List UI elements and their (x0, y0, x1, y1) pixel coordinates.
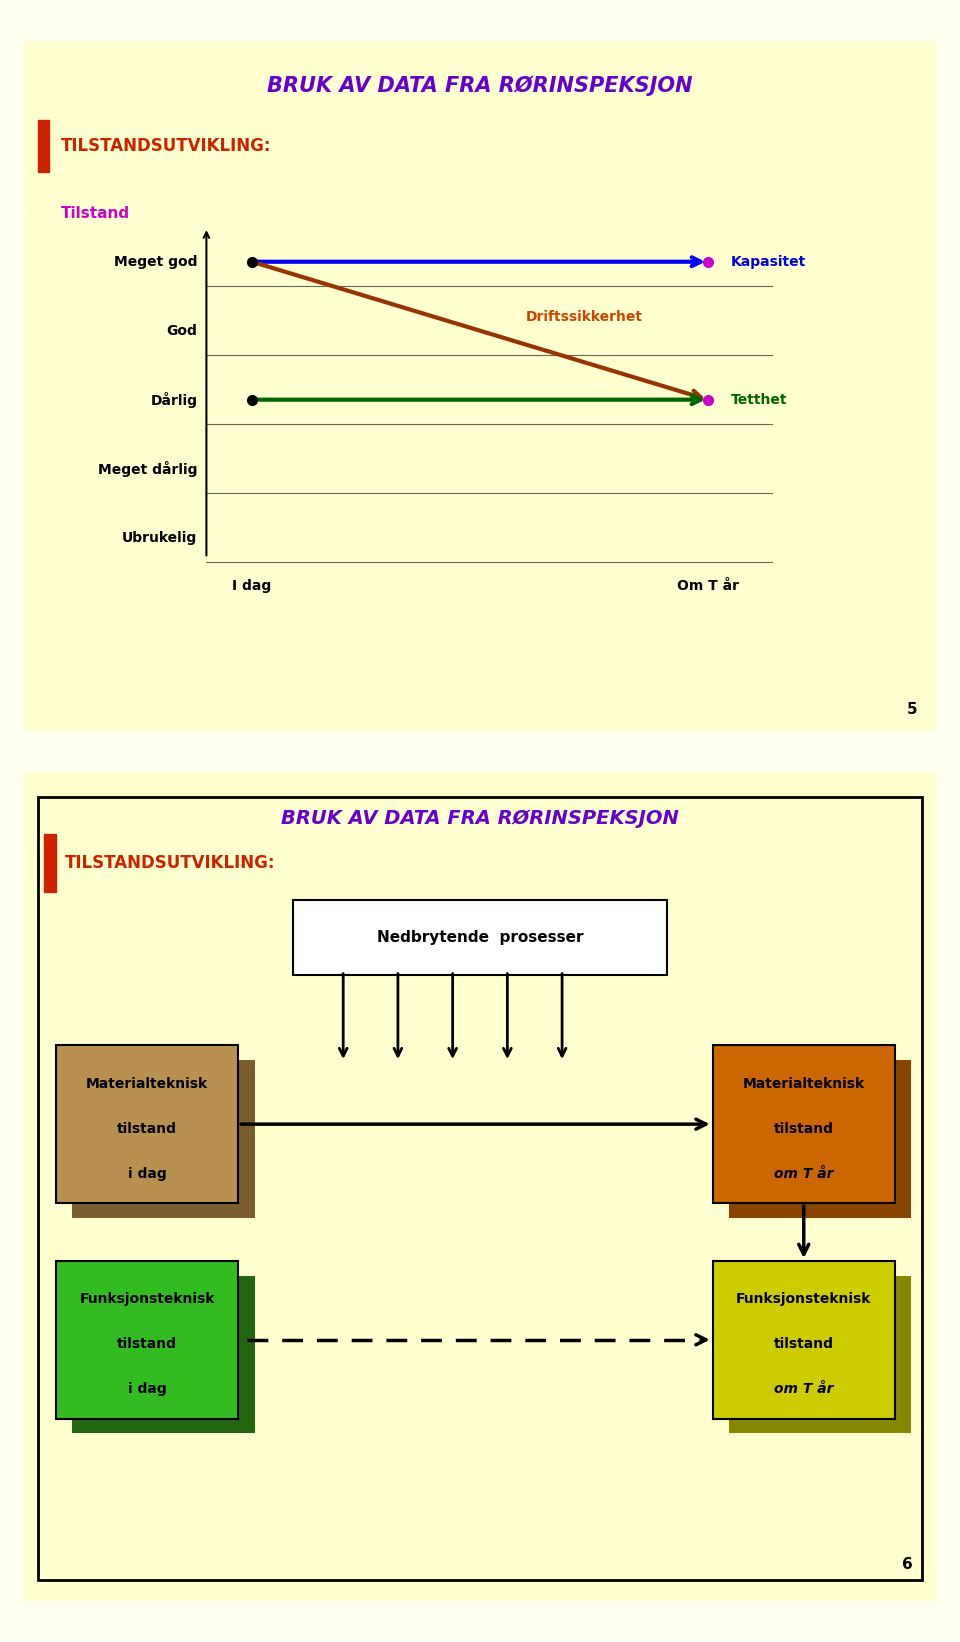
Text: Materialteknisk: Materialteknisk (86, 1077, 208, 1090)
Text: 5: 5 (907, 701, 918, 718)
Text: tilstand: tilstand (774, 1337, 833, 1351)
Text: tilstand: tilstand (117, 1121, 177, 1136)
Text: I dag: I dag (232, 580, 272, 593)
Text: TILSTANDSUTVIKLING:: TILSTANDSUTVIKLING: (60, 136, 271, 154)
Text: Om T år: Om T år (677, 580, 739, 593)
Text: Materialteknisk: Materialteknisk (743, 1077, 865, 1090)
Bar (44, 834, 56, 892)
Text: TILSTANDSUTVIKLING:: TILSTANDSUTVIKLING: (65, 854, 276, 872)
Bar (72, 1276, 254, 1433)
Text: Meget god: Meget god (114, 255, 198, 269)
FancyBboxPatch shape (293, 900, 667, 975)
Text: Kapasitet: Kapasitet (731, 255, 806, 269)
Bar (712, 1261, 895, 1419)
Text: om T år: om T år (774, 1383, 833, 1396)
Text: Funksjonsteknisk: Funksjonsteknisk (736, 1292, 872, 1307)
Text: Tetthet: Tetthet (731, 392, 787, 407)
Text: Dårlig: Dårlig (151, 392, 198, 407)
Text: Nedbrytende  prosesser: Nedbrytende prosesser (376, 929, 584, 946)
Text: Funksjonsteknisk: Funksjonsteknisk (80, 1292, 215, 1307)
Bar (729, 1061, 911, 1218)
Bar (56, 1261, 238, 1419)
Text: Tilstand: Tilstand (60, 205, 130, 222)
Bar (729, 1276, 911, 1433)
Text: BRUK AV DATA FRA RØRINSPEKSJON: BRUK AV DATA FRA RØRINSPEKSJON (281, 810, 679, 828)
Text: 6: 6 (902, 1557, 913, 1571)
Text: Ubrukelig: Ubrukelig (122, 530, 198, 545)
Text: BRUK AV DATA FRA RØRINSPEKSJON: BRUK AV DATA FRA RØRINSPEKSJON (267, 76, 693, 97)
Text: i dag: i dag (128, 1383, 166, 1396)
Text: i dag: i dag (128, 1167, 166, 1181)
Text: tilstand: tilstand (117, 1337, 177, 1351)
Bar (37, 120, 49, 172)
Bar (56, 1046, 238, 1204)
Text: om T år: om T år (774, 1167, 833, 1181)
Text: Driftssikkerhet: Driftssikkerhet (526, 310, 642, 323)
Bar (72, 1061, 254, 1218)
Text: tilstand: tilstand (774, 1121, 833, 1136)
Bar (712, 1046, 895, 1204)
Text: Meget dårlig: Meget dårlig (98, 461, 198, 476)
Text: God: God (166, 323, 198, 338)
